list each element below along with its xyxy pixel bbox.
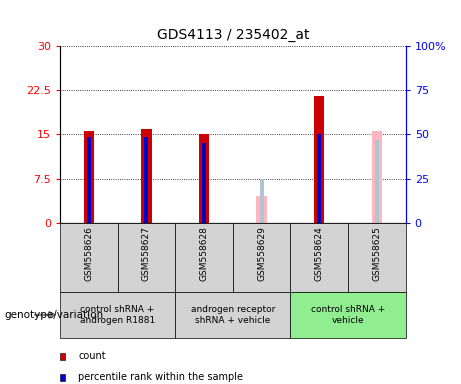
Text: GSM558627: GSM558627 xyxy=(142,226,151,281)
Bar xyxy=(144,137,148,223)
Bar xyxy=(317,134,321,223)
Text: androgen receptor
shRNA + vehicle: androgen receptor shRNA + vehicle xyxy=(190,305,275,324)
Bar xyxy=(60,292,175,338)
Bar xyxy=(314,96,325,223)
Bar xyxy=(175,292,290,338)
Bar xyxy=(233,223,290,292)
Text: GSM558628: GSM558628 xyxy=(200,226,208,281)
Bar xyxy=(83,131,94,223)
Bar xyxy=(60,223,118,292)
Text: GSM558625: GSM558625 xyxy=(372,226,381,281)
Text: GSM558626: GSM558626 xyxy=(84,226,93,281)
Text: control shRNA +
androgen R1881: control shRNA + androgen R1881 xyxy=(80,305,155,324)
Text: percentile rank within the sample: percentile rank within the sample xyxy=(78,372,243,382)
Bar xyxy=(290,223,348,292)
Text: count: count xyxy=(78,351,106,361)
Bar xyxy=(375,140,379,223)
Title: GDS4113 / 235402_at: GDS4113 / 235402_at xyxy=(157,28,309,42)
Bar xyxy=(256,196,267,223)
Text: genotype/variation: genotype/variation xyxy=(5,310,104,320)
Text: GSM558624: GSM558624 xyxy=(315,226,324,281)
Bar xyxy=(260,179,264,223)
Bar xyxy=(290,292,406,338)
Bar xyxy=(199,134,209,223)
Text: control shRNA +
vehicle: control shRNA + vehicle xyxy=(311,305,385,324)
Bar xyxy=(118,223,175,292)
Bar xyxy=(141,129,152,223)
Bar xyxy=(87,137,91,223)
Bar xyxy=(202,143,206,223)
Bar xyxy=(175,223,233,292)
Text: GSM558629: GSM558629 xyxy=(257,226,266,281)
Bar xyxy=(372,131,382,223)
Bar xyxy=(348,223,406,292)
